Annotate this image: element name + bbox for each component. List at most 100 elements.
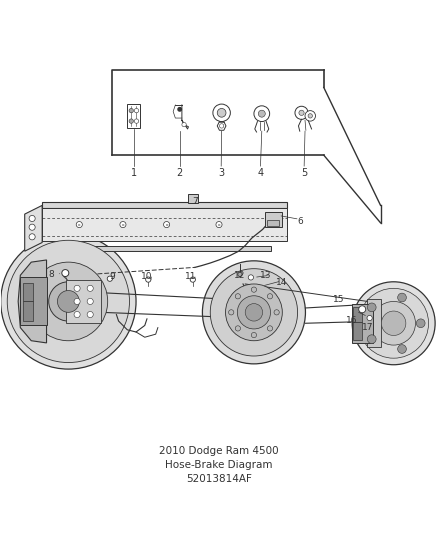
Circle shape — [305, 111, 315, 121]
Text: 5: 5 — [301, 168, 307, 178]
Circle shape — [74, 311, 80, 318]
Text: o: o — [166, 223, 168, 227]
Circle shape — [274, 310, 279, 315]
Circle shape — [372, 302, 416, 345]
Polygon shape — [25, 205, 42, 251]
Text: 7: 7 — [192, 197, 198, 206]
Text: 6: 6 — [297, 217, 303, 226]
Text: 13: 13 — [260, 271, 272, 280]
Circle shape — [57, 290, 79, 312]
Circle shape — [248, 275, 254, 280]
Circle shape — [87, 298, 93, 304]
Circle shape — [367, 316, 372, 321]
Circle shape — [267, 294, 272, 299]
Circle shape — [267, 326, 272, 331]
Circle shape — [29, 215, 35, 222]
Bar — [187, 195, 198, 203]
Bar — [352, 304, 373, 343]
Circle shape — [29, 234, 35, 240]
Circle shape — [359, 288, 428, 358]
Circle shape — [226, 284, 283, 341]
Bar — [353, 322, 362, 340]
Circle shape — [398, 345, 406, 353]
Circle shape — [367, 335, 376, 344]
Circle shape — [238, 272, 242, 277]
Polygon shape — [18, 260, 46, 343]
Bar — [367, 299, 381, 348]
Circle shape — [190, 277, 195, 282]
Text: 14: 14 — [276, 278, 287, 287]
Circle shape — [359, 306, 366, 313]
Circle shape — [295, 106, 308, 119]
Text: 3: 3 — [218, 168, 224, 178]
Text: o: o — [122, 223, 124, 227]
Circle shape — [308, 114, 312, 118]
Text: 12: 12 — [234, 271, 246, 280]
Bar — [66, 280, 101, 323]
Text: 8: 8 — [48, 270, 54, 279]
Text: 15: 15 — [333, 295, 345, 304]
Circle shape — [352, 282, 435, 365]
Circle shape — [129, 108, 134, 113]
Polygon shape — [42, 246, 272, 251]
Circle shape — [178, 108, 181, 111]
Bar — [265, 212, 283, 227]
Text: 2: 2 — [177, 168, 183, 178]
Circle shape — [202, 261, 305, 364]
Circle shape — [398, 293, 406, 302]
Text: 11: 11 — [185, 272, 196, 281]
Text: 1: 1 — [131, 168, 137, 178]
Circle shape — [129, 119, 134, 123]
Circle shape — [87, 311, 93, 318]
Circle shape — [217, 108, 226, 117]
Circle shape — [120, 222, 126, 228]
Circle shape — [1, 234, 136, 369]
Text: 10: 10 — [141, 272, 153, 281]
Circle shape — [134, 108, 139, 113]
Circle shape — [163, 222, 170, 228]
Circle shape — [251, 333, 257, 338]
Circle shape — [62, 270, 69, 277]
Bar — [22, 302, 33, 321]
Circle shape — [367, 303, 376, 312]
Circle shape — [219, 124, 224, 128]
Circle shape — [229, 310, 234, 315]
Circle shape — [235, 326, 240, 331]
Circle shape — [258, 110, 265, 117]
Circle shape — [299, 110, 304, 116]
Text: o: o — [78, 223, 81, 227]
Circle shape — [245, 304, 263, 321]
Circle shape — [76, 222, 82, 228]
Circle shape — [74, 285, 80, 292]
Bar — [127, 104, 141, 128]
Polygon shape — [42, 207, 287, 241]
Circle shape — [210, 269, 297, 356]
Circle shape — [237, 296, 271, 329]
Circle shape — [146, 277, 151, 282]
Text: 2010 Dodge Ram 4500
Hose-Brake Diagram
52013814AF: 2010 Dodge Ram 4500 Hose-Brake Diagram 5… — [159, 446, 279, 484]
Text: 16: 16 — [346, 316, 358, 325]
Circle shape — [213, 104, 230, 122]
Bar — [20, 277, 46, 326]
Text: 9: 9 — [109, 272, 115, 281]
Text: 17: 17 — [362, 323, 373, 332]
Circle shape — [235, 294, 240, 299]
Circle shape — [216, 222, 222, 228]
Circle shape — [417, 319, 425, 328]
Circle shape — [251, 287, 257, 292]
Circle shape — [49, 282, 88, 321]
Circle shape — [7, 240, 130, 362]
Text: 4: 4 — [258, 168, 264, 178]
Bar — [22, 283, 33, 301]
Text: o: o — [218, 223, 220, 227]
Circle shape — [182, 123, 186, 127]
Circle shape — [107, 276, 113, 281]
Circle shape — [134, 119, 139, 123]
Circle shape — [29, 262, 108, 341]
Circle shape — [29, 224, 35, 230]
Polygon shape — [42, 202, 287, 207]
Circle shape — [254, 106, 270, 122]
Bar — [267, 220, 279, 227]
Circle shape — [74, 298, 80, 304]
Bar — [353, 307, 362, 322]
